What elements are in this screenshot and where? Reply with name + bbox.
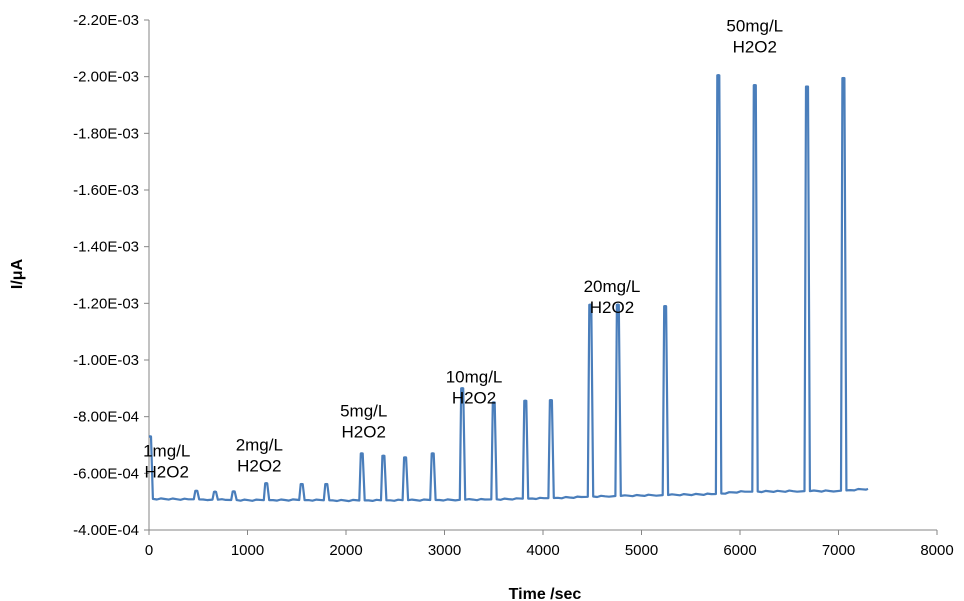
- peak-point: [195, 489, 198, 493]
- x-tick-label: 7000: [822, 542, 855, 559]
- peak-point: [549, 399, 553, 402]
- peak-point: [213, 490, 217, 493]
- peak-point: [589, 303, 592, 306]
- annotations: 1mg/L H2O2 2mg/L H2O2 5mg/L H2O2 10mg/L H2O2 20m…: [143, 16, 783, 481]
- x-ticks: 0 1000 2000 3000 4000 5000 6000 7000 8000: [145, 530, 954, 559]
- y-tick-label: -4.00E-04: [73, 522, 139, 539]
- y-tick-label: -2.20E-03: [73, 12, 139, 29]
- y-tick-label: -2.00E-03: [73, 69, 139, 86]
- annotation-label: H2O2: [590, 298, 634, 317]
- y-tick-label: -8.00E-04: [73, 409, 139, 426]
- annotation-label: 1mg/L: [143, 441, 190, 460]
- annotation-label: H2O2: [237, 457, 281, 476]
- peak-point: [403, 456, 407, 459]
- y-tick-label: -1.80E-03: [73, 125, 139, 142]
- annotation-label: 10mg/L: [446, 368, 503, 387]
- peak-point: [325, 482, 328, 486]
- peak-point: [753, 83, 756, 87]
- peak-point: [382, 454, 385, 457]
- x-tick-label: 4000: [526, 542, 559, 559]
- y-tick-label: -1.40E-03: [73, 239, 139, 256]
- peak-point: [265, 482, 268, 485]
- peak-point: [232, 490, 235, 493]
- peak-point: [663, 304, 667, 308]
- peak-point: [717, 74, 720, 77]
- x-tick-label: 2000: [329, 542, 362, 559]
- peak-point: [461, 387, 464, 390]
- x-axis-title: Time /sec: [509, 586, 582, 601]
- peak-marks: [148, 74, 845, 493]
- x-tick-label: 6000: [723, 542, 756, 559]
- annotation-label: H2O2: [733, 37, 777, 56]
- annotation-label: 20mg/L: [584, 277, 641, 296]
- annotation-label: 5mg/L: [340, 402, 387, 421]
- peak-point: [360, 452, 363, 455]
- annotation-label: H2O2: [452, 389, 496, 408]
- y-tick-label: -1.20E-03: [73, 295, 139, 312]
- y-tick-label: -1.60E-03: [73, 182, 139, 199]
- peak-point: [492, 401, 495, 404]
- y-tick-label: -6.00E-04: [73, 465, 139, 482]
- peak-point: [431, 452, 434, 455]
- annotation-label: 50mg/L: [726, 16, 783, 35]
- peak-point: [842, 76, 845, 80]
- y-ticks: -4.00E-04 -6.00E-04 -8.00E-04 -1.00E-03 -1.2…: [73, 12, 149, 539]
- x-tick-label: 1000: [231, 542, 264, 559]
- annotation-label: H2O2: [145, 462, 189, 481]
- y-tick-label: -1.00E-03: [73, 352, 139, 369]
- annotation-label: H2O2: [342, 423, 386, 442]
- peak-point: [300, 482, 303, 486]
- peak-point: [524, 399, 527, 402]
- annotation-label: 2mg/L: [236, 436, 283, 455]
- x-tick-label: 0: [145, 542, 153, 559]
- x-tick-label: 8000: [920, 542, 953, 559]
- x-tick-label: 5000: [625, 542, 658, 559]
- peak-point: [805, 85, 809, 88]
- peak-point: [148, 435, 152, 438]
- y-axis-title: I/μA: [9, 258, 26, 289]
- peak-point: [616, 303, 620, 306]
- x-tick-label: 3000: [428, 542, 461, 559]
